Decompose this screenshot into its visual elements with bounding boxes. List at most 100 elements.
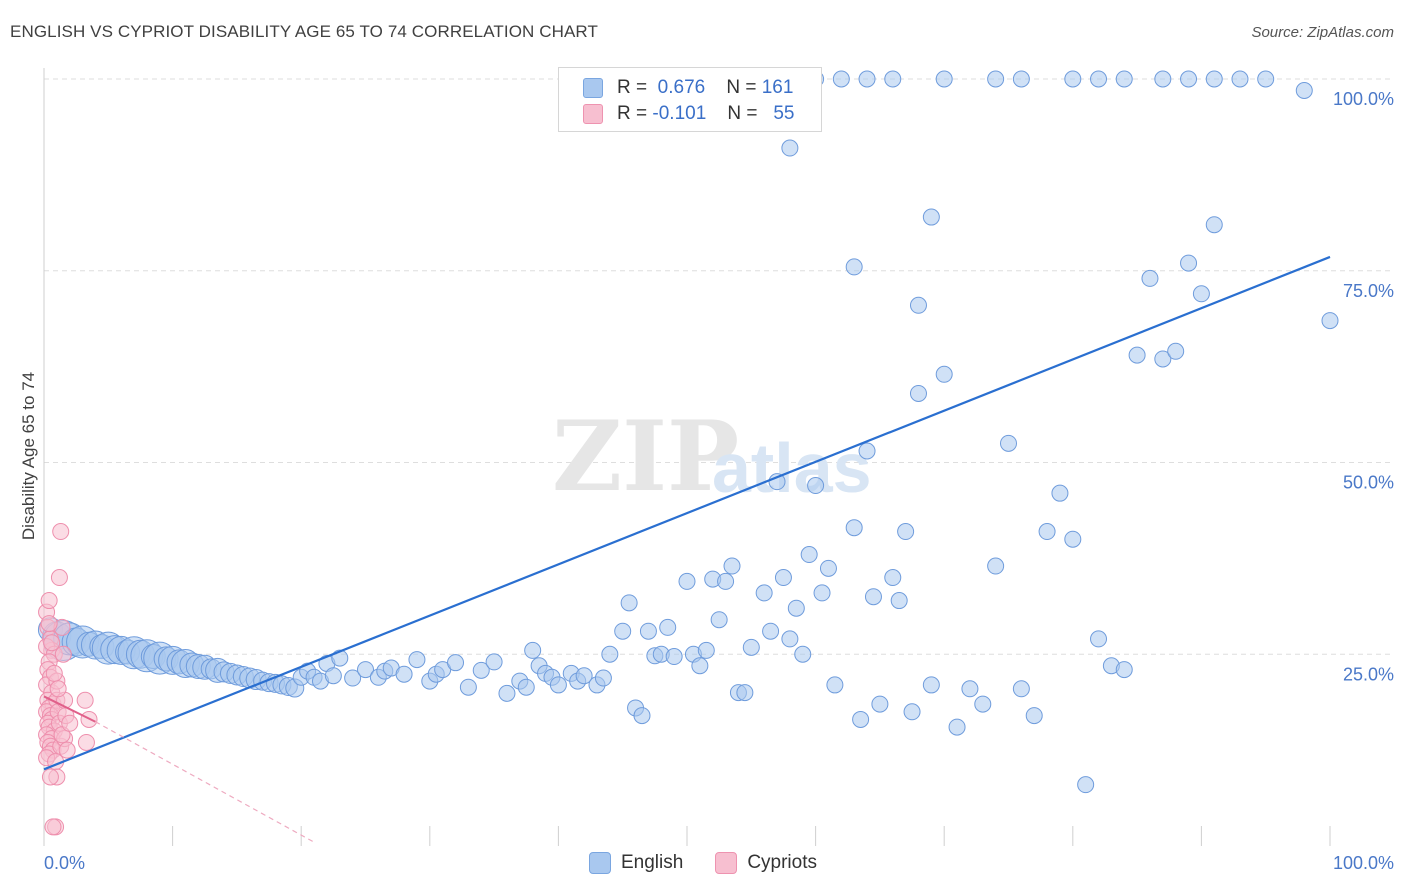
legend-r-value-english: 0.676 <box>657 77 706 98</box>
english-point <box>755 584 773 602</box>
english-point <box>1012 680 1030 698</box>
english-point <box>819 559 837 577</box>
english-point <box>948 718 966 736</box>
english-point <box>665 648 683 666</box>
english-point <box>961 680 979 698</box>
english-point <box>324 667 342 685</box>
english-point <box>1205 70 1223 88</box>
english-point <box>1115 661 1133 679</box>
english-point <box>620 594 638 612</box>
english-point <box>1154 350 1172 368</box>
english-point <box>909 384 927 402</box>
watermark-atlas: atlas <box>712 429 872 507</box>
english-point <box>498 684 516 702</box>
y-tick-label: 50.0% <box>1343 473 1394 493</box>
english-point <box>974 695 992 713</box>
legend: R = 0.676 N = 161 R = -0.101 N = 55 <box>558 67 822 132</box>
english-point <box>1167 342 1185 360</box>
cypriot-point <box>40 592 58 610</box>
english-point <box>1231 70 1249 88</box>
english-point <box>1192 285 1210 303</box>
english-point <box>852 710 870 728</box>
english-point <box>781 630 799 648</box>
cypriot-point <box>58 741 76 759</box>
watermark-zip: ZIP <box>552 400 739 513</box>
english-point <box>781 139 799 157</box>
y-axis-label: Disability Age 65 to 74 <box>19 372 38 540</box>
english-point <box>633 707 651 725</box>
english-point <box>717 572 735 590</box>
english-point <box>1077 776 1095 794</box>
english-point <box>1295 82 1313 100</box>
legend-row-english: R = 0.676 N = 161 <box>583 76 793 100</box>
english-point <box>1128 346 1146 364</box>
english-point <box>395 665 413 683</box>
chart-title: ENGLISH VS CYPRIOT DISABILITY AGE 65 TO … <box>10 22 598 41</box>
cypriot-point <box>40 615 58 633</box>
trendlines <box>43 255 1331 843</box>
y-tick-label: 75.0% <box>1343 281 1394 301</box>
english-point <box>549 676 567 694</box>
cypriot-point <box>49 680 67 698</box>
english-point <box>1257 70 1275 88</box>
y-tick-label: 100.0% <box>1333 89 1394 109</box>
legend-n-value-cypriots: 55 <box>773 103 795 124</box>
cypriot-point <box>50 569 68 587</box>
english-point <box>1025 707 1043 725</box>
english-point <box>845 519 863 537</box>
bottom-legend-label-english: English <box>620 852 684 873</box>
legend-r-label: R = <box>617 103 648 124</box>
cypriot-trendline <box>43 695 96 723</box>
english-point <box>890 592 908 610</box>
english-point <box>659 618 677 636</box>
english-point <box>344 669 362 687</box>
legend-n-value-english: 161 <box>761 77 794 98</box>
english-point <box>697 641 715 659</box>
english-point <box>897 523 915 541</box>
english-point <box>736 684 754 702</box>
english-point <box>357 661 374 679</box>
english-point <box>826 676 844 694</box>
english-point <box>447 654 465 672</box>
legend-r-label: R = <box>617 77 648 98</box>
english-point <box>1090 630 1108 648</box>
english-point <box>459 678 477 696</box>
english-point <box>845 258 863 276</box>
legend-n-label: N = <box>727 103 758 124</box>
cypriot-point <box>54 645 72 663</box>
english-point <box>524 641 542 659</box>
english-point <box>614 622 632 640</box>
grid-layer <box>44 78 1394 655</box>
english-point <box>794 645 812 663</box>
english-point <box>639 622 657 640</box>
bottom-legend-label-cypriots: Cypriots <box>747 852 817 873</box>
x-tick-label: 100.0% <box>1333 853 1394 873</box>
bottom-legend-swatch-english <box>588 852 611 874</box>
english-point <box>601 645 619 663</box>
english-point <box>1154 70 1172 88</box>
cypriot-series <box>38 523 98 836</box>
english-point <box>485 653 503 671</box>
english-point <box>1064 530 1082 548</box>
english-point <box>903 703 921 721</box>
bottom-legend-english[interactable]: English <box>588 852 684 874</box>
english-point <box>1090 70 1108 88</box>
bottom-legend-swatch-cypriots <box>715 852 738 874</box>
english-point <box>858 70 876 88</box>
english-point <box>987 70 1005 88</box>
english-point <box>935 70 953 88</box>
english-point <box>858 442 876 460</box>
x-tick-label: 0.0% <box>44 853 85 873</box>
english-trendline <box>43 255 1331 771</box>
cypriot-point <box>77 733 95 751</box>
bottom-legend: English Cypriots <box>0 852 1406 874</box>
english-point <box>1000 434 1017 452</box>
legend-r-value-cypriots: -0.101 <box>652 103 707 124</box>
bottom-legend-cypriots[interactable]: Cypriots <box>715 852 817 874</box>
english-point <box>864 588 882 606</box>
english-point <box>594 669 612 687</box>
english-point <box>787 599 805 617</box>
english-point <box>800 546 818 564</box>
english-point <box>575 667 593 685</box>
